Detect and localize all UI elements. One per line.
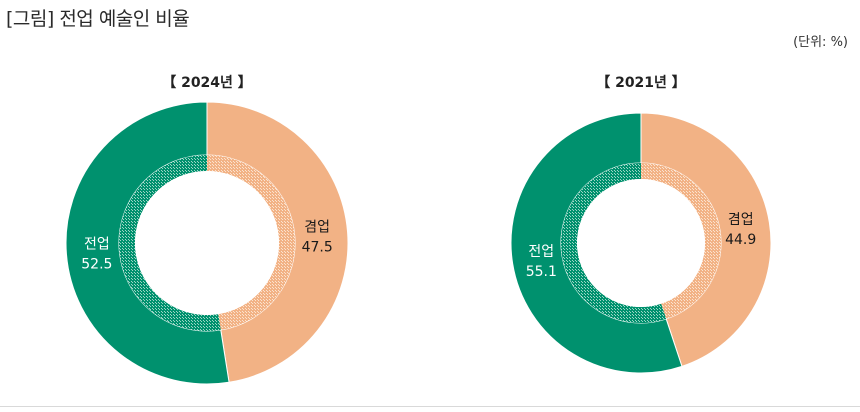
- donut-hole-2021: [577, 179, 705, 307]
- slice-inner-ring-full-time-2021: [561, 163, 667, 323]
- chart-title-2021: 【 2021년 】: [596, 75, 686, 91]
- slice-label-full-time-2021: 전업: [528, 244, 554, 260]
- donut-chart-2021: 겸업 44.9 전업 55.1: [510, 112, 772, 374]
- slice-inner-ring-part-time-2024: [207, 155, 295, 330]
- slice-label-full-time-2024: 전업: [84, 237, 110, 253]
- donut-hole-2024: [135, 171, 279, 315]
- chart-title-2024: 【 2024년 】: [162, 75, 252, 91]
- slice-label-part-time-2021: 겸업: [728, 212, 754, 228]
- slice-inner-ring-part-time-2021: [641, 163, 722, 319]
- slice-value-full-time-2024: 52.5: [81, 257, 112, 273]
- slice-value-part-time-2024: 47.5: [302, 239, 333, 255]
- bottom-divider: [0, 406, 860, 407]
- slice-inner-ring-full-time-2024: [118, 155, 221, 331]
- donut-chart-2024: 겸업 47.5 전업 52.5: [65, 101, 349, 385]
- page-title: [그림] 전업 예술인 비율: [6, 8, 190, 30]
- slice-value-full-time-2021: 55.1: [526, 264, 557, 280]
- unit-note: (단위: %): [793, 35, 848, 50]
- slice-label-part-time-2024: 겸업: [304, 219, 330, 235]
- slice-value-part-time-2021: 44.9: [725, 232, 756, 248]
